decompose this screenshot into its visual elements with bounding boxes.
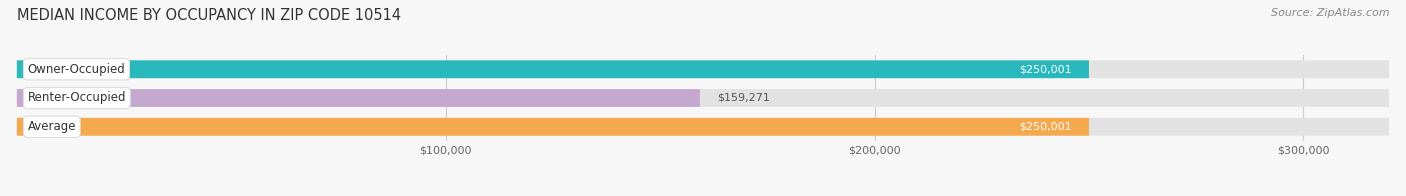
Text: $159,271: $159,271 [717,93,770,103]
FancyBboxPatch shape [17,60,1090,78]
Text: Source: ZipAtlas.com: Source: ZipAtlas.com [1271,8,1389,18]
Text: Owner-Occupied: Owner-Occupied [28,63,125,76]
Text: MEDIAN INCOME BY OCCUPANCY IN ZIP CODE 10514: MEDIAN INCOME BY OCCUPANCY IN ZIP CODE 1… [17,8,401,23]
Text: Average: Average [28,120,76,133]
Text: $250,001: $250,001 [1019,64,1071,74]
FancyBboxPatch shape [17,60,1389,78]
FancyBboxPatch shape [17,89,700,107]
FancyBboxPatch shape [17,118,1090,136]
FancyBboxPatch shape [17,118,1389,136]
FancyBboxPatch shape [17,89,1389,107]
Text: $250,001: $250,001 [1019,122,1071,132]
Text: Renter-Occupied: Renter-Occupied [28,92,127,104]
